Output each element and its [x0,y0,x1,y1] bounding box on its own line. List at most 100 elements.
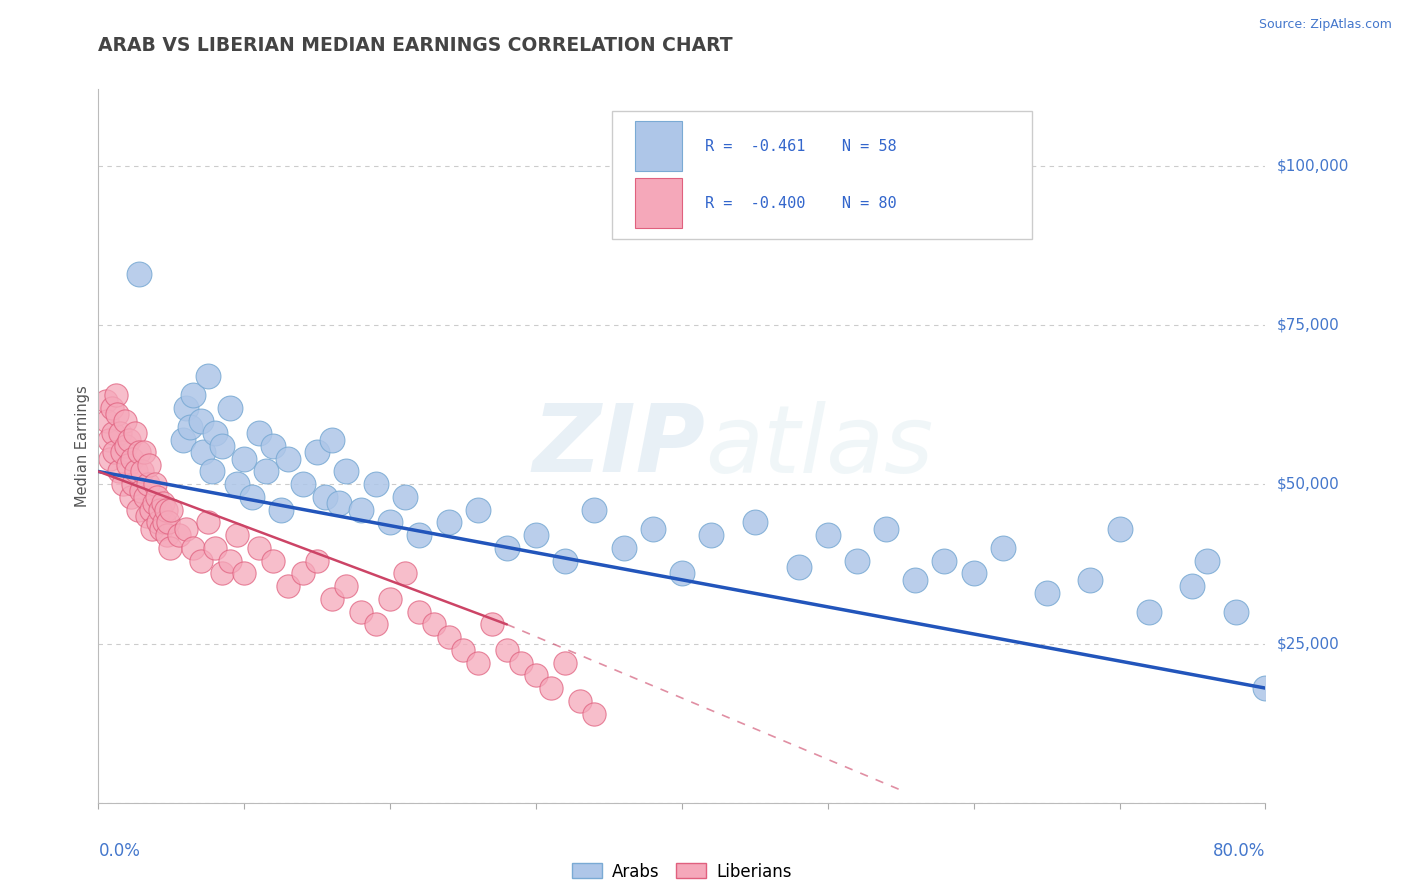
Point [159,541,181,555]
Point [103,445,125,459]
Text: 0.0%: 0.0% [98,842,141,860]
Point [321,591,343,606]
Point [120,490,142,504]
Point [134,490,156,504]
Point [160,502,183,516]
Point [481,617,503,632]
Point [540,681,562,695]
Point [146,490,169,504]
Point [787,560,810,574]
Point [139,502,162,516]
Point [128,445,150,459]
Point [277,451,299,466]
Text: 80.0%: 80.0% [1213,842,1265,860]
Point [437,516,460,530]
Text: $75,000: $75,000 [1277,318,1340,333]
Point [98,451,121,466]
Point [125,465,148,479]
Point [904,573,927,587]
Point [962,566,984,581]
Point [437,630,460,644]
Point [226,477,249,491]
Point [328,496,350,510]
Text: ZIP: ZIP [533,400,706,492]
Point [364,617,387,632]
Point [149,502,172,516]
Point [101,426,124,441]
Point [218,401,240,415]
Text: $50,000: $50,000 [1277,476,1340,491]
Point [583,706,606,721]
Point [152,496,174,510]
Point [247,541,270,555]
Point [157,516,180,530]
Point [204,426,226,441]
Point [211,566,233,581]
Point [218,554,240,568]
Point [204,541,226,555]
Point [138,458,160,472]
Point [364,477,387,491]
FancyBboxPatch shape [636,178,682,228]
Point [524,528,547,542]
Point [97,433,120,447]
Point [291,477,314,491]
Point [148,516,170,530]
Point [262,554,284,568]
Point [554,554,576,568]
Point [190,413,212,427]
Point [1035,585,1057,599]
Point [378,591,402,606]
Text: ARAB VS LIBERIAN MEDIAN EARNINGS CORRELATION CHART: ARAB VS LIBERIAN MEDIAN EARNINGS CORRELA… [98,36,733,54]
Point [197,368,219,383]
Text: R =  -0.461    N = 58: R = -0.461 N = 58 [706,139,897,153]
Point [174,522,197,536]
Point [335,465,357,479]
Point [96,413,118,427]
Point [193,445,215,459]
Point [233,451,256,466]
Point [141,522,163,536]
Point [233,566,256,581]
Point [262,439,284,453]
Point [350,605,373,619]
Point [254,465,277,479]
Point [124,426,146,441]
Point [117,458,139,472]
Point [118,433,141,447]
Point [179,420,201,434]
Point [127,502,149,516]
FancyBboxPatch shape [636,121,682,171]
Point [583,502,606,516]
Point [129,483,152,498]
Point [467,656,489,670]
Point [1137,605,1160,619]
FancyBboxPatch shape [612,111,1032,239]
Point [132,445,155,459]
Point [451,643,474,657]
Point [114,413,136,427]
Point [568,694,591,708]
Point [408,528,430,542]
Point [174,401,197,415]
Point [105,407,128,421]
Point [524,668,547,682]
Point [135,509,157,524]
Point [226,528,249,542]
Text: Source: ZipAtlas.com: Source: ZipAtlas.com [1258,18,1392,31]
Point [1080,573,1102,587]
Point [181,388,204,402]
Point [197,516,219,530]
Point [641,522,664,536]
Point [991,541,1014,555]
Point [394,490,416,504]
Point [155,502,177,516]
Point [150,522,173,536]
Point [112,477,135,491]
Point [817,528,839,542]
Point [423,617,446,632]
Text: atlas: atlas [706,401,934,491]
Point [121,451,143,466]
Legend: Arabs, Liberians: Arabs, Liberians [565,856,799,888]
Point [94,394,117,409]
